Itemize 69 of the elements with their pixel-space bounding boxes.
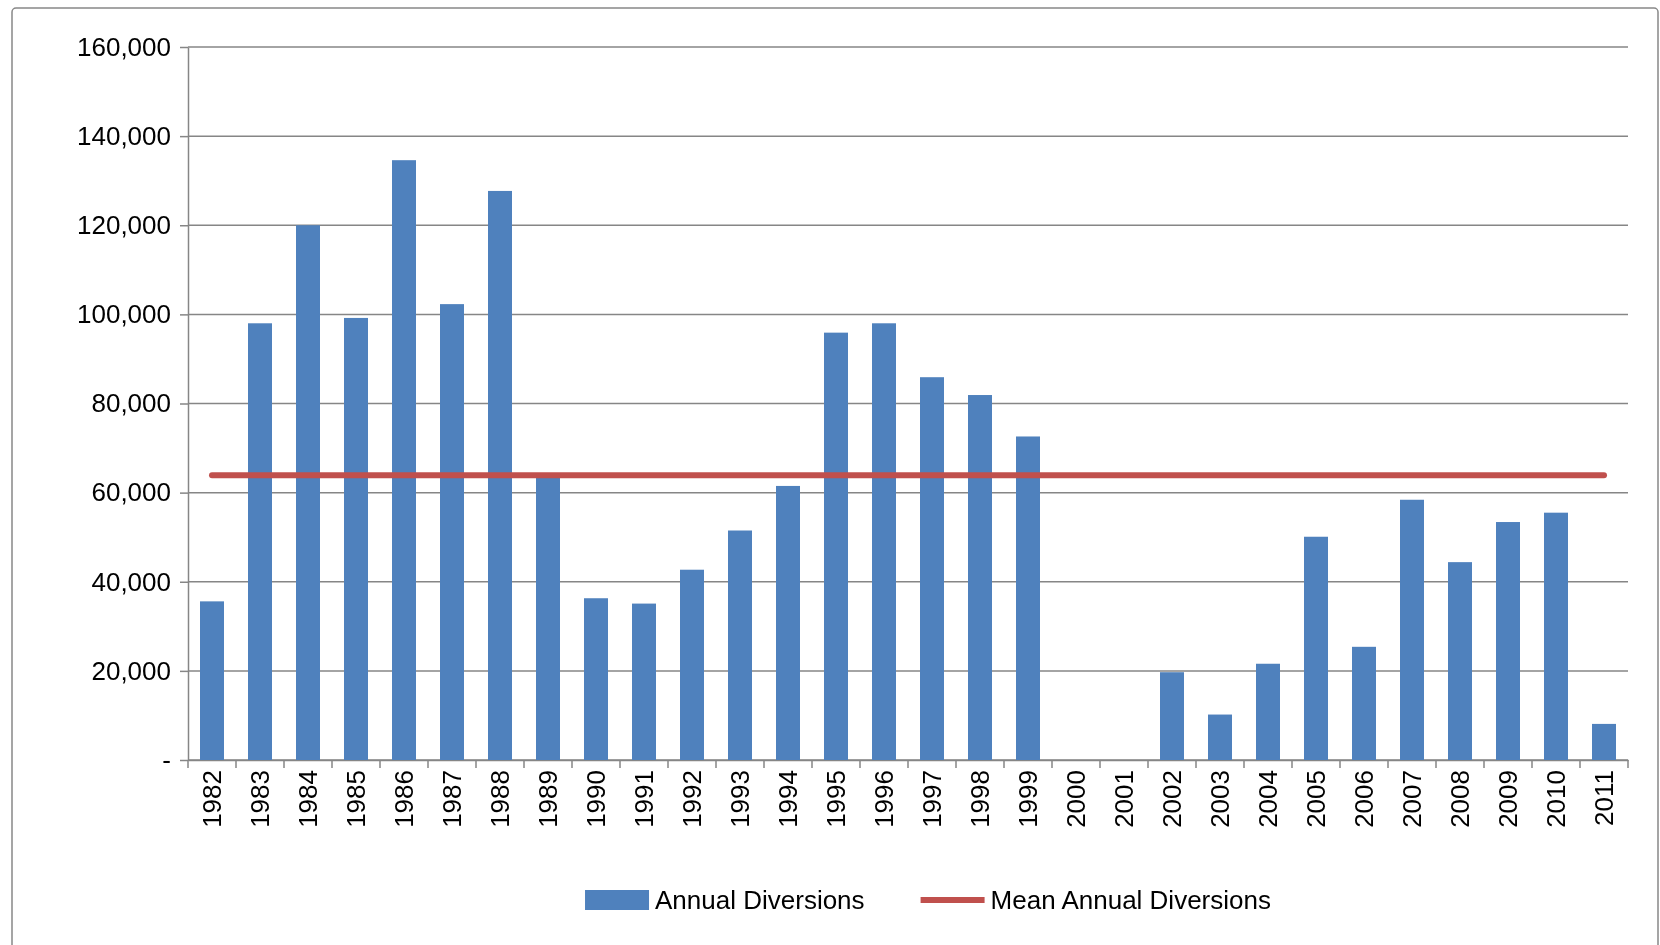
bar — [728, 530, 752, 760]
bar — [536, 476, 560, 760]
x-tick-label: 1992 — [677, 770, 708, 828]
x-tick-label: 1999 — [1013, 770, 1044, 828]
bar — [1352, 646, 1376, 760]
bar — [1016, 436, 1040, 760]
bar — [1256, 663, 1280, 760]
x-tick-label: 1995 — [821, 770, 852, 828]
x-tick-label: 1989 — [533, 770, 564, 828]
x-tick-label: 2002 — [1157, 770, 1188, 828]
legend-label: Mean Annual Diversions — [990, 885, 1271, 915]
x-tick-label: 2009 — [1493, 770, 1524, 828]
x-tick-label: 1990 — [581, 770, 612, 828]
x-tick-label: 1982 — [197, 770, 228, 828]
x-tick-label: 1993 — [725, 770, 756, 828]
bar — [872, 323, 896, 760]
bar — [344, 317, 368, 760]
x-tick-label: 1994 — [773, 770, 804, 828]
y-tick-label: 60,000 — [91, 477, 171, 508]
x-tick-label: 1991 — [629, 770, 660, 828]
x-tick-label: 1987 — [437, 770, 468, 828]
x-tick-label: 2011 — [1589, 770, 1620, 826]
x-tick-label: 2010 — [1541, 770, 1572, 828]
y-tick-label: 20,000 — [91, 655, 171, 686]
bar — [824, 332, 848, 760]
x-tick-label: 2008 — [1445, 770, 1476, 828]
bar — [968, 395, 992, 760]
x-tick-label: 1988 — [485, 770, 516, 828]
x-tick-label: 1983 — [245, 770, 276, 828]
x-tick-label: 2001 — [1109, 770, 1140, 828]
x-tick-label: 2007 — [1397, 770, 1428, 828]
bar — [296, 225, 320, 760]
bar — [1544, 512, 1568, 760]
y-tick-label: - — [162, 744, 171, 775]
x-tick-label: 1996 — [869, 770, 900, 828]
bar — [1496, 522, 1520, 760]
bar — [200, 601, 224, 760]
y-tick-label: 160,000 — [77, 31, 171, 62]
x-tick-label: 2004 — [1253, 770, 1284, 828]
x-tick-label: 1986 — [389, 770, 420, 828]
x-tick-label: 2000 — [1061, 770, 1092, 828]
bar — [632, 603, 656, 760]
bar — [1592, 723, 1616, 760]
x-tick-label: 1997 — [917, 770, 948, 828]
x-tick-label: 2005 — [1301, 770, 1332, 828]
y-tick-label: 120,000 — [77, 210, 171, 241]
bar — [248, 323, 272, 760]
x-tick-label: 1998 — [965, 770, 996, 828]
bar — [1448, 562, 1472, 760]
y-tick-label: 40,000 — [91, 566, 171, 597]
x-tick-label: 2006 — [1349, 770, 1380, 828]
y-tick-label: 100,000 — [77, 299, 171, 330]
y-tick-label: 140,000 — [77, 120, 171, 151]
bar — [392, 160, 416, 760]
bar — [1208, 714, 1232, 760]
x-tick-label: 1984 — [293, 770, 324, 828]
legend-label: Annual Diversions — [655, 885, 865, 915]
bar — [920, 377, 944, 760]
bar — [680, 569, 704, 760]
bar — [440, 304, 464, 760]
bar — [776, 485, 800, 760]
bar — [1304, 536, 1328, 760]
bar — [584, 598, 608, 760]
y-tick-label: 80,000 — [91, 388, 171, 419]
bar — [1160, 672, 1184, 760]
bar — [1400, 499, 1424, 760]
x-tick-label: 2003 — [1205, 770, 1236, 828]
bar — [488, 190, 512, 760]
x-tick-label: 1985 — [341, 770, 372, 828]
